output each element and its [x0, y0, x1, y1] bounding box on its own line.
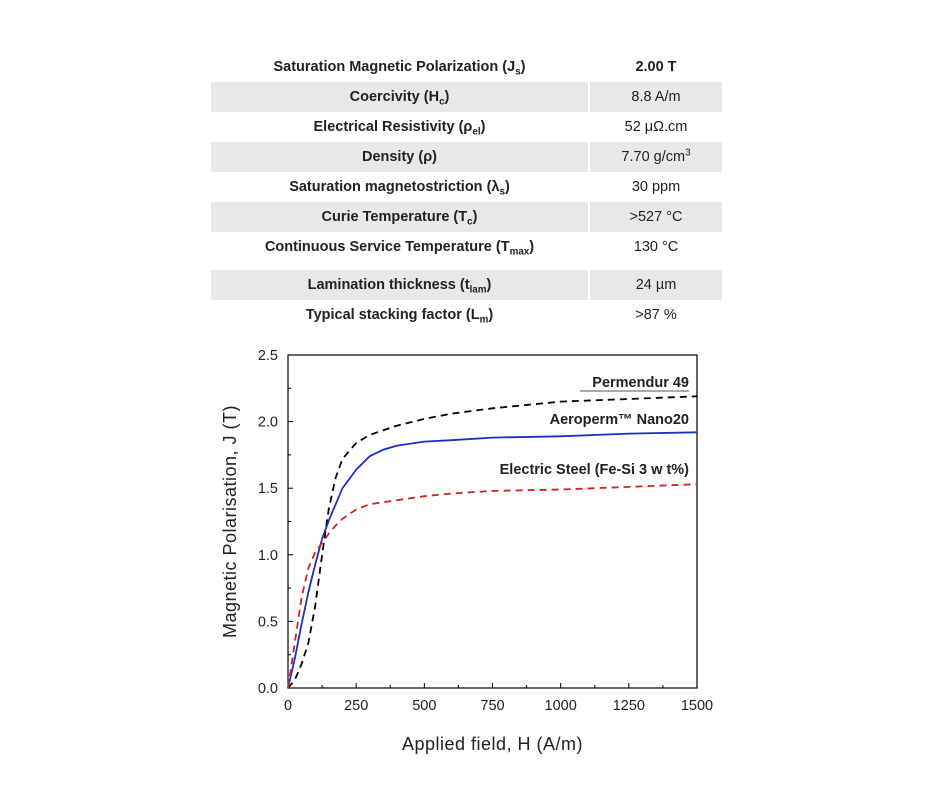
- series-annotation: Aeroperm™ Nano20: [550, 412, 689, 428]
- property-name: Typical stacking factor (Lm): [211, 300, 590, 330]
- property-name: Density (ρ): [211, 142, 590, 172]
- table-row: Lamination thickness (tlam) 24 µm: [211, 262, 722, 300]
- plot-frame: [287, 354, 698, 689]
- property-name: Curie Temperature (Tc): [211, 202, 590, 232]
- property-value: 24 µm: [589, 262, 722, 300]
- chart-labels: Applied field, H (A/m) Magnetic Polarisat…: [220, 375, 689, 754]
- property-name: Electrical Resistivity (ρel): [211, 112, 590, 142]
- table-row: Density (ρ) 7.70 g/cm3: [211, 142, 722, 172]
- y-tick-label: 2.5: [258, 348, 278, 364]
- y-tick-label: 0.0: [258, 681, 278, 697]
- table-body: Saturation Magnetic Polarization (Js) 2.0…: [211, 52, 722, 330]
- y-tick-label: 0.5: [258, 614, 278, 630]
- property-value: 130 °C: [633, 239, 679, 255]
- y-tick-label: 2.0: [258, 415, 278, 431]
- y-tick-label: 1.5: [258, 481, 278, 497]
- y-tick-label: 1.0: [258, 548, 278, 564]
- x-tick-label: 0: [284, 698, 292, 714]
- series-line-1: [287, 431, 698, 689]
- series-line-0: [287, 395, 698, 689]
- property-value: 30 ppm: [631, 179, 681, 195]
- property-value: 2.00 T: [635, 59, 677, 75]
- plot-area-border: [287, 354, 698, 689]
- property-value: >87 %: [635, 307, 677, 323]
- property-value: 52 μΩ.cm: [624, 119, 688, 135]
- material-properties-table: Saturation Magnetic Polarization (Js) 2.0…: [211, 52, 722, 330]
- property-value: >527 °C: [589, 202, 722, 232]
- x-tick-label: 250: [344, 698, 368, 714]
- axis-ticks: 0 250 500 750 1000 1250 1500 0.0 0.5 1.0 1.5 2.0 2.5: [258, 348, 713, 714]
- x-tick-label: 1000: [545, 698, 577, 714]
- property-name: Lamination thickness (tlam): [211, 262, 590, 300]
- y-axis-label: Magnetic Polarisation, J (T): [220, 405, 240, 638]
- table-row: Coercivity (Hc) 8.8 A/m: [211, 82, 722, 112]
- series-annotation: Electric Steel (Fe-Si 3 w t%): [500, 462, 690, 478]
- x-tick-label: 500: [412, 698, 436, 714]
- table-row: Saturation Magnetic Polarization (Js) 2.0…: [211, 52, 722, 82]
- property-name: Coercivity (Hc): [211, 82, 590, 112]
- x-tick-label: 1500: [681, 698, 713, 714]
- series-annotation: Permendur 49: [592, 375, 689, 391]
- table-row: Continuous Service Temperature (Tmax) 130…: [211, 232, 722, 266]
- table-row: Electrical Resistivity (ρel) 52 μΩ.cm: [211, 112, 722, 142]
- property-name: Continuous Service Temperature (Tmax): [211, 232, 590, 266]
- property-name: Saturation Magnetic Polarization (Js): [211, 52, 590, 82]
- x-tick-label: 1250: [613, 698, 645, 714]
- property-value: 8.8 A/m: [589, 82, 722, 112]
- property-name: Saturation magnetostriction (λs): [211, 172, 590, 202]
- x-tick-label: 750: [480, 698, 504, 714]
- series-lines: [287, 395, 698, 689]
- table-row: Curie Temperature (Tc) >527 °C: [211, 202, 722, 232]
- table-row: Saturation magnetostriction (λs) 30 ppm: [211, 172, 722, 202]
- series-line-2: [287, 483, 698, 689]
- table-row: Typical stacking factor (Lm) >87 %: [211, 300, 722, 330]
- property-value: 7.70 g/cm3: [589, 142, 722, 172]
- x-axis-label: Applied field, H (A/m): [402, 734, 583, 754]
